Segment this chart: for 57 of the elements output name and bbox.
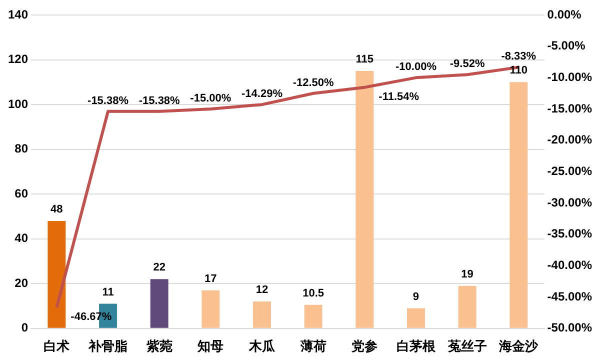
y2-tick-label: -50.00% — [547, 320, 592, 335]
y-tick-label: 40 — [14, 231, 28, 246]
x-tick-label: 木瓜 — [248, 338, 276, 355]
bar — [48, 220, 66, 328]
y2-tick-label: -35.00% — [547, 226, 592, 241]
y2-tick-label: -20.00% — [547, 132, 592, 147]
bar — [407, 308, 425, 328]
data-label: -8.33% — [501, 50, 536, 63]
x-tick-label: 紫菀 — [145, 338, 172, 355]
x-tick-label: 白术 — [44, 340, 70, 355]
y2-tick-label: -15.00% — [547, 101, 592, 116]
data-label: -15.00% — [190, 92, 232, 105]
bar — [356, 70, 374, 328]
data-label: -15.38% — [88, 94, 129, 107]
data-label: 11 — [102, 286, 114, 298]
data-label: 110 — [510, 64, 528, 77]
y-tick-label: 120 — [8, 52, 28, 66]
bar — [458, 286, 476, 328]
y2-tick-label: -5.00% — [547, 38, 586, 53]
y2-tick-label: -40.00% — [547, 258, 592, 272]
data-label: 17 — [204, 272, 217, 285]
y2-tick-label: 0.00% — [547, 7, 582, 22]
data-label: -14.29% — [242, 88, 283, 100]
x-tick-label: 菟丝子 — [446, 338, 487, 355]
data-label: 48 — [50, 203, 63, 216]
data-label: -11.54% — [378, 90, 420, 103]
data-label: -9.52% — [450, 58, 485, 70]
y-tick-label: 60 — [14, 186, 28, 200]
data-label: -12.50% — [292, 76, 334, 89]
y2-tick-label: -30.00% — [547, 195, 592, 210]
x-tick-label: 白茅根 — [396, 338, 436, 355]
data-label: 12 — [256, 284, 268, 296]
y2-tick-label: -10.00% — [547, 70, 592, 84]
x-tick-label: 海金沙 — [498, 340, 540, 355]
y-tick-label: 100 — [8, 96, 28, 111]
bar — [150, 279, 168, 328]
data-label: 115 — [356, 53, 374, 66]
y2-tick-label: -45.00% — [547, 289, 592, 304]
x-tick-label: 薄荷 — [299, 338, 326, 355]
data-label: -10.00% — [395, 61, 437, 74]
data-label: 22 — [153, 262, 166, 274]
y-tick-label: 80 — [14, 142, 28, 156]
y-tick-label: 20 — [14, 276, 28, 290]
y-tick-label: 0 — [21, 320, 28, 335]
bar — [304, 304, 322, 328]
bar — [253, 302, 271, 328]
y2-tick-label: -25.00% — [547, 164, 592, 178]
bar — [202, 290, 220, 328]
x-tick-label: 党参 — [350, 338, 378, 355]
x-tick-label: 知母 — [196, 340, 224, 355]
data-label: 19 — [461, 268, 474, 280]
data-label: 10.5 — [302, 287, 324, 300]
y-tick-label: 140 — [8, 7, 28, 22]
data-label: 9 — [412, 290, 420, 303]
x-tick-label: 补骨脂 — [88, 338, 128, 355]
data-label: -15.38% — [138, 94, 180, 107]
bar — [510, 82, 528, 328]
